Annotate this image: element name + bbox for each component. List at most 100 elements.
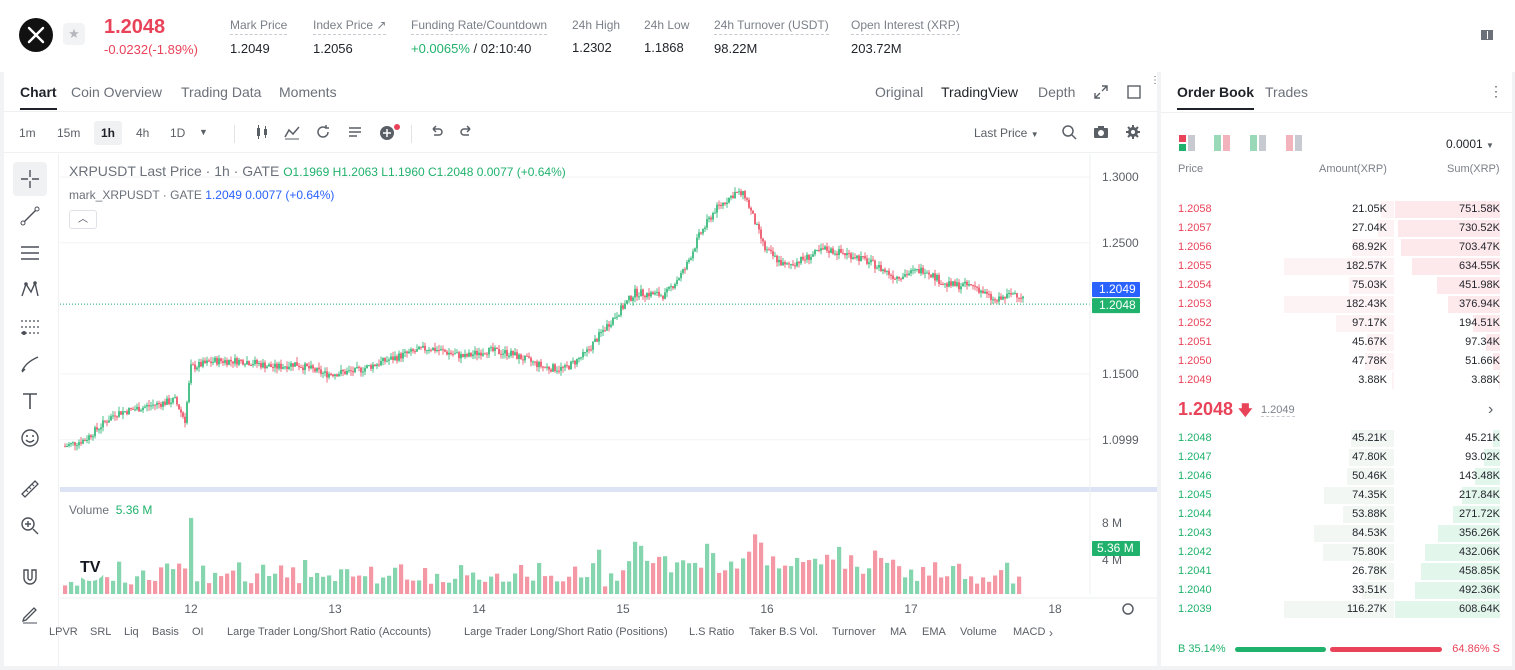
view-tradingview[interactable]: TradingView bbox=[941, 84, 1019, 100]
view-bids-asks-icon[interactable] bbox=[1214, 135, 1230, 153]
indicators-icon[interactable] bbox=[284, 124, 302, 142]
bid-row[interactable]: 1.2048 45.21K 45.21K bbox=[1161, 429, 1512, 448]
ask-row[interactable]: 1.2049 3.88K 3.88K bbox=[1161, 371, 1512, 390]
bid-row[interactable]: 1.2043 84.53K 356.26K bbox=[1161, 524, 1512, 543]
compare-icon[interactable] bbox=[315, 124, 333, 142]
more-vertical-icon[interactable]: ⋮ bbox=[1489, 83, 1503, 99]
add-alert-icon[interactable] bbox=[379, 124, 400, 142]
indicator-taker-vol[interactable]: Taker B.S Vol. bbox=[749, 626, 819, 638]
chevron-down-icon[interactable]: ▼ bbox=[199, 127, 208, 137]
tab-coin-overview[interactable]: Coin Overview bbox=[71, 84, 163, 100]
bid-row[interactable]: 1.2039 116.27K 608.64K bbox=[1161, 600, 1512, 619]
stat-label[interactable]: Funding Rate/Countdown bbox=[411, 18, 548, 35]
templates-icon[interactable] bbox=[347, 124, 365, 142]
pattern-tool[interactable] bbox=[13, 273, 47, 307]
brush-tool[interactable] bbox=[13, 347, 47, 381]
ask-row[interactable]: 1.2052 97.17K 194.51K bbox=[1161, 314, 1512, 333]
precision-select[interactable]: 0.0001 ▼ bbox=[1446, 137, 1494, 151]
tab-trading-data[interactable]: Trading Data bbox=[181, 84, 262, 100]
bid-row[interactable]: 1.2046 50.46K 143.48K bbox=[1161, 467, 1512, 486]
timeframe-15m[interactable]: 15m bbox=[57, 126, 81, 140]
text-tool[interactable] bbox=[13, 384, 47, 418]
emoji-icon[interactable] bbox=[13, 421, 47, 455]
crosshair-tool[interactable] bbox=[13, 162, 47, 196]
view-both-icon[interactable] bbox=[1179, 135, 1195, 153]
stat-label[interactable]: 24h Turnover (USDT) bbox=[714, 18, 829, 35]
candlestick-chart[interactable]: 1.3000 1.2500 1.1500 1.0999 1.2049 1.2048 8 M 4… bbox=[60, 154, 1157, 624]
collapse-legend-button[interactable]: ︿ bbox=[69, 210, 97, 229]
book-icon[interactable] bbox=[1480, 28, 1494, 42]
indicator-macd[interactable]: MACD bbox=[1013, 626, 1046, 638]
view-depth[interactable]: Depth bbox=[1038, 84, 1076, 100]
indicator-ma[interactable]: MA bbox=[890, 626, 907, 638]
bid-row[interactable]: 1.2045 74.35K 217.84K bbox=[1161, 486, 1512, 505]
magnet-icon[interactable] bbox=[13, 560, 47, 594]
bid-row[interactable]: 1.2047 47.80K 93.02K bbox=[1161, 448, 1512, 467]
indicator-lpvr[interactable]: LPVR bbox=[49, 626, 78, 638]
view-asks-icon[interactable] bbox=[1286, 135, 1302, 153]
horizontal-lines-tool[interactable] bbox=[13, 236, 47, 270]
timeframe-1m[interactable]: 1m bbox=[19, 126, 36, 140]
ruler-icon[interactable] bbox=[13, 472, 47, 506]
volume-bar bbox=[963, 578, 968, 594]
price-source-select[interactable]: Last Price ▼ bbox=[974, 126, 1039, 140]
indicator-volume[interactable]: Volume bbox=[960, 626, 997, 638]
window-icon[interactable] bbox=[1127, 85, 1141, 101]
ask-row[interactable]: 1.2057 27.04K 730.52K bbox=[1161, 219, 1512, 238]
volume-bar bbox=[99, 571, 104, 594]
ask-row[interactable]: 1.2055 182.57K 634.55K bbox=[1161, 257, 1512, 276]
timeframe-1h[interactable]: 1h bbox=[94, 121, 123, 145]
chevron-right-icon[interactable]: › bbox=[1049, 626, 1053, 640]
trend-line-tool[interactable] bbox=[13, 199, 47, 233]
bid-row[interactable]: 1.2040 33.51K 492.36K bbox=[1161, 581, 1512, 600]
stat-label[interactable]: Open Interest (XRP) bbox=[851, 18, 960, 35]
stat-label[interactable]: Index Price ↗ bbox=[313, 18, 387, 35]
indicator-srl[interactable]: SRL bbox=[90, 626, 112, 638]
chevron-right-icon[interactable]: › bbox=[1488, 401, 1494, 418]
timeframe-4h[interactable]: 4h bbox=[136, 126, 150, 140]
candle-body bbox=[112, 415, 114, 417]
indicator-basis[interactable]: Basis bbox=[152, 626, 179, 638]
candle-body bbox=[838, 249, 840, 256]
undo-icon[interactable] bbox=[428, 124, 446, 142]
candle-body bbox=[932, 273, 934, 278]
bid-row[interactable]: 1.2044 53.88K 271.72K bbox=[1161, 505, 1512, 524]
tab-trades[interactable]: Trades bbox=[1265, 84, 1309, 100]
view-original[interactable]: Original bbox=[875, 84, 924, 100]
redo-icon[interactable] bbox=[459, 124, 477, 142]
candle-body bbox=[896, 276, 898, 279]
indicator-lt-accounts[interactable]: Large Trader Long/Short Ratio (Accounts) bbox=[227, 626, 432, 638]
ask-row[interactable]: 1.2051 45.67K 97.34K bbox=[1161, 333, 1512, 352]
ask-row[interactable]: 1.2058 21.05K 751.58K bbox=[1161, 200, 1512, 219]
indicator-ls-ratio[interactable]: L.S Ratio bbox=[689, 626, 735, 638]
ask-row[interactable]: 1.2054 75.03K 451.98K bbox=[1161, 276, 1512, 295]
indicator-ema[interactable]: EMA bbox=[922, 626, 946, 638]
more-dots-icon[interactable]: ⋮ bbox=[1150, 75, 1160, 86]
indicator-oi[interactable]: OI bbox=[192, 626, 204, 638]
view-bids-icon[interactable] bbox=[1250, 135, 1266, 153]
lock-drawing-icon[interactable] bbox=[13, 597, 47, 631]
zoom-in-icon[interactable] bbox=[13, 509, 47, 543]
indicator-liq[interactable]: Liq bbox=[124, 626, 139, 638]
tab-moments[interactable]: Moments bbox=[279, 84, 337, 100]
favorite-star-icon[interactable]: ★ bbox=[63, 23, 85, 45]
candle-type-icon[interactable] bbox=[254, 124, 272, 142]
ask-row[interactable]: 1.2056 68.92K 703.47K bbox=[1161, 238, 1512, 257]
candle-body bbox=[96, 427, 98, 430]
timeframe-1d[interactable]: 1D bbox=[170, 126, 186, 140]
tab-chart[interactable]: Chart bbox=[20, 84, 57, 110]
stat-label[interactable]: Mark Price bbox=[230, 18, 288, 35]
bid-row[interactable]: 1.2042 75.80K 432.06K bbox=[1161, 543, 1512, 562]
camera-icon[interactable] bbox=[1093, 124, 1111, 142]
search-icon[interactable] bbox=[1061, 124, 1079, 142]
gear-icon[interactable] bbox=[1125, 124, 1143, 142]
ask-row[interactable]: 1.2050 47.78K 51.66K bbox=[1161, 352, 1512, 371]
fib-tool[interactable] bbox=[13, 310, 47, 344]
expand-icon[interactable] bbox=[1094, 85, 1108, 101]
chart-area[interactable]: 1.3000 1.2500 1.1500 1.0999 1.2049 1.2048 8 M 4… bbox=[60, 154, 1157, 666]
indicator-lt-positions[interactable]: Large Trader Long/Short Ratio (Positions… bbox=[464, 626, 668, 638]
tab-order-book[interactable]: Order Book bbox=[1177, 84, 1255, 110]
bid-row[interactable]: 1.2041 26.78K 458.85K bbox=[1161, 562, 1512, 581]
indicator-turnover[interactable]: Turnover bbox=[832, 626, 876, 638]
ask-row[interactable]: 1.2053 182.43K 376.94K bbox=[1161, 295, 1512, 314]
